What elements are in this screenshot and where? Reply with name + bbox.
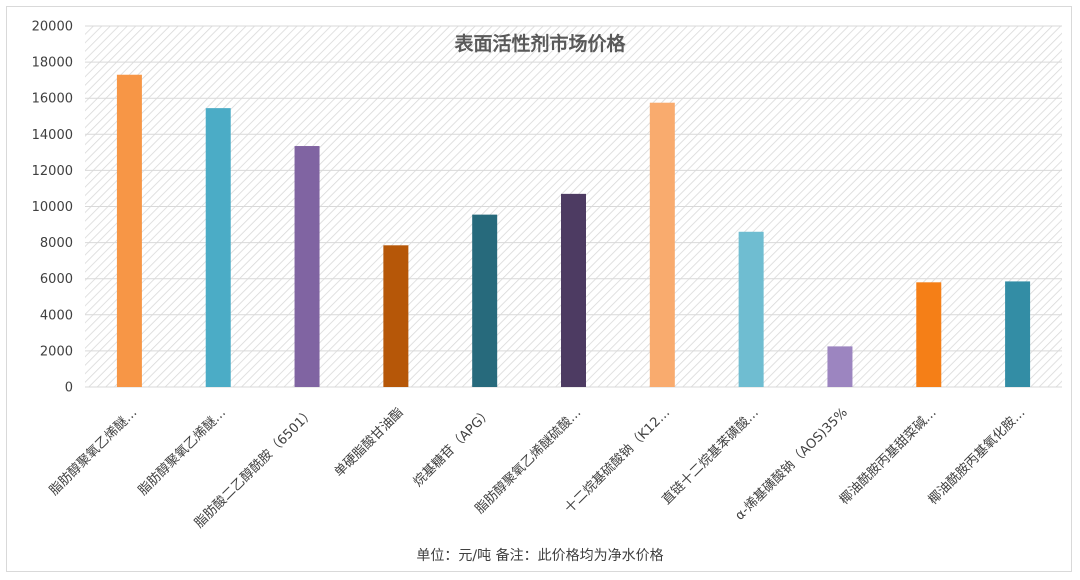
x-tick-label: 直链十二烷基苯磺酸…	[659, 405, 762, 508]
y-tick-label: 4000	[40, 308, 73, 323]
y-tick-label: 10000	[32, 200, 73, 215]
x-tick-label: 椰油酰胺丙基氧化胺…	[926, 405, 1029, 508]
bar	[472, 214, 498, 387]
x-tick-label: 十二烷基硫酸钠（K12…	[562, 405, 673, 516]
bars	[116, 74, 1031, 388]
bar	[561, 193, 586, 387]
x-axis-labels: 脂肪醇聚氧乙烯醚…脂肪醇聚氧乙烯醚…脂肪酸二乙醇酰胺（6501） 单硬脂酸甘油酯烷…	[46, 405, 1028, 532]
bar	[294, 146, 320, 387]
bar	[383, 245, 409, 387]
y-tick-label: 12000	[32, 164, 73, 179]
bar	[1005, 281, 1031, 387]
y-tick-label: 6000	[40, 272, 73, 287]
bar	[116, 74, 142, 388]
bar	[738, 231, 764, 387]
bar	[205, 108, 231, 387]
x-tick-label: 椰油酰胺丙基甜菜碱…	[836, 405, 939, 508]
footnote: 单位：元/吨 备注：此价格均为净水价格	[416, 547, 663, 564]
chart-title: 表面活性剂市场价格	[454, 32, 626, 55]
y-tick-label: 8000	[40, 236, 73, 251]
bar	[827, 346, 853, 387]
y-tick-label: 2000	[40, 344, 73, 359]
bar	[916, 282, 942, 387]
y-tick-label: 0	[65, 381, 73, 396]
y-tick-label: 16000	[32, 92, 73, 107]
y-tick-label: 18000	[32, 56, 73, 71]
x-tick-label: 单硬脂酸甘油酯	[332, 405, 407, 480]
bar	[649, 102, 675, 388]
y-axis-ticks: 0 2000 4000 6000 8000 10000 12000 14000 16000 180…	[32, 20, 73, 396]
x-tick-label: 脂肪醇聚氧乙烯醚…	[46, 405, 140, 499]
y-tick-label: 14000	[32, 128, 73, 143]
y-tick-label: 20000	[32, 20, 73, 35]
x-tick-label: 脂肪醇聚氧乙烯醚…	[135, 405, 229, 499]
x-tick-label: 烷基糖苷（APG）	[410, 405, 495, 490]
